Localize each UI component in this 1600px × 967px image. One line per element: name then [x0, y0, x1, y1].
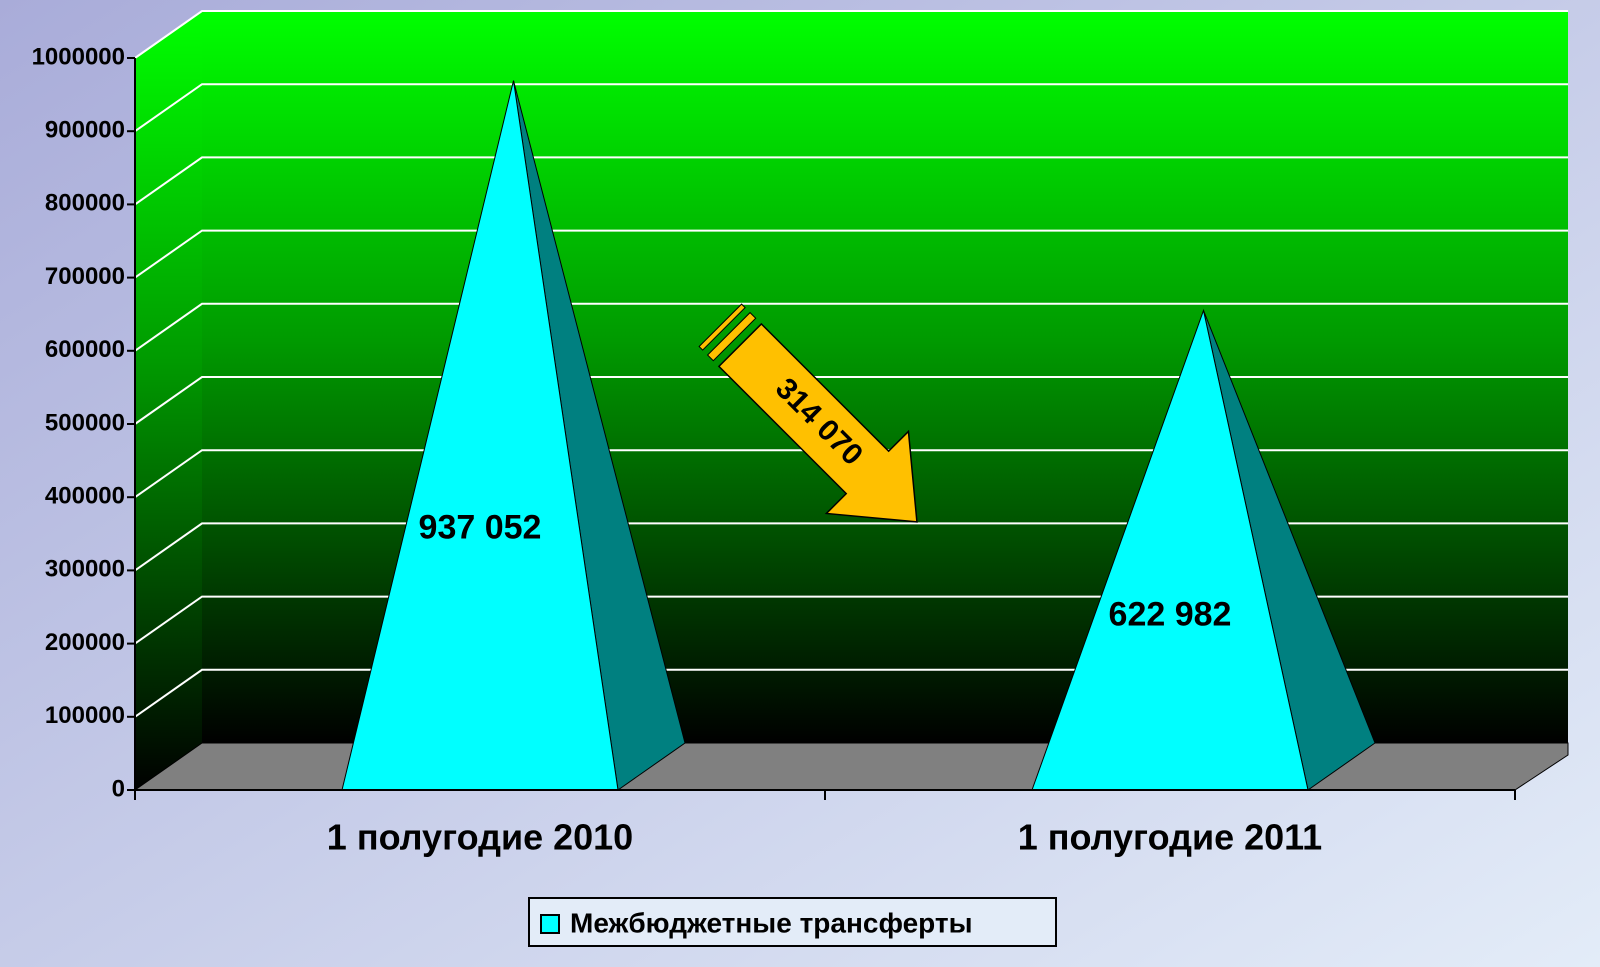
- y-tick-label: 300000: [45, 556, 125, 583]
- x-tick-label: 1 полугодие 2010: [327, 817, 633, 858]
- grid-line: [134, 83, 1568, 133]
- y-tick-label: 700000: [45, 263, 125, 290]
- grid-line: [134, 10, 1568, 59]
- legend-label: Межбюджетные трансферты: [570, 907, 973, 938]
- grid-line: [134, 449, 1568, 499]
- y-tick-label: 900000: [45, 117, 125, 144]
- grid-line: [134, 302, 1568, 352]
- grid: [134, 10, 1568, 718]
- value-label: 937 052: [419, 508, 542, 546]
- y-tick-label: 0: [112, 775, 125, 802]
- y-tick-label: 400000: [45, 483, 125, 510]
- arrow-shape: [717, 322, 918, 523]
- y-tick-label: 600000: [45, 336, 125, 363]
- legend-swatch: [540, 914, 560, 934]
- x-tick-label: 1 полугодие 2011: [1018, 817, 1322, 858]
- grid-line: [134, 376, 1568, 425]
- legend: [528, 897, 1057, 947]
- arrow-stripe: [698, 303, 746, 351]
- arrow-stripe: [706, 311, 757, 362]
- grid-line: [134, 156, 1568, 206]
- value-label: 622 982: [1109, 596, 1232, 634]
- grid-line: [134, 229, 1568, 279]
- y-tick-label: 1000000: [32, 43, 125, 70]
- grid-line: [134, 522, 1568, 572]
- marks: [341, 80, 1376, 791]
- y-tick-label: 100000: [45, 702, 125, 729]
- y-tick-label: 500000: [45, 409, 125, 436]
- y-tick-label: 200000: [45, 629, 125, 656]
- y-tick-label: 800000: [45, 190, 125, 217]
